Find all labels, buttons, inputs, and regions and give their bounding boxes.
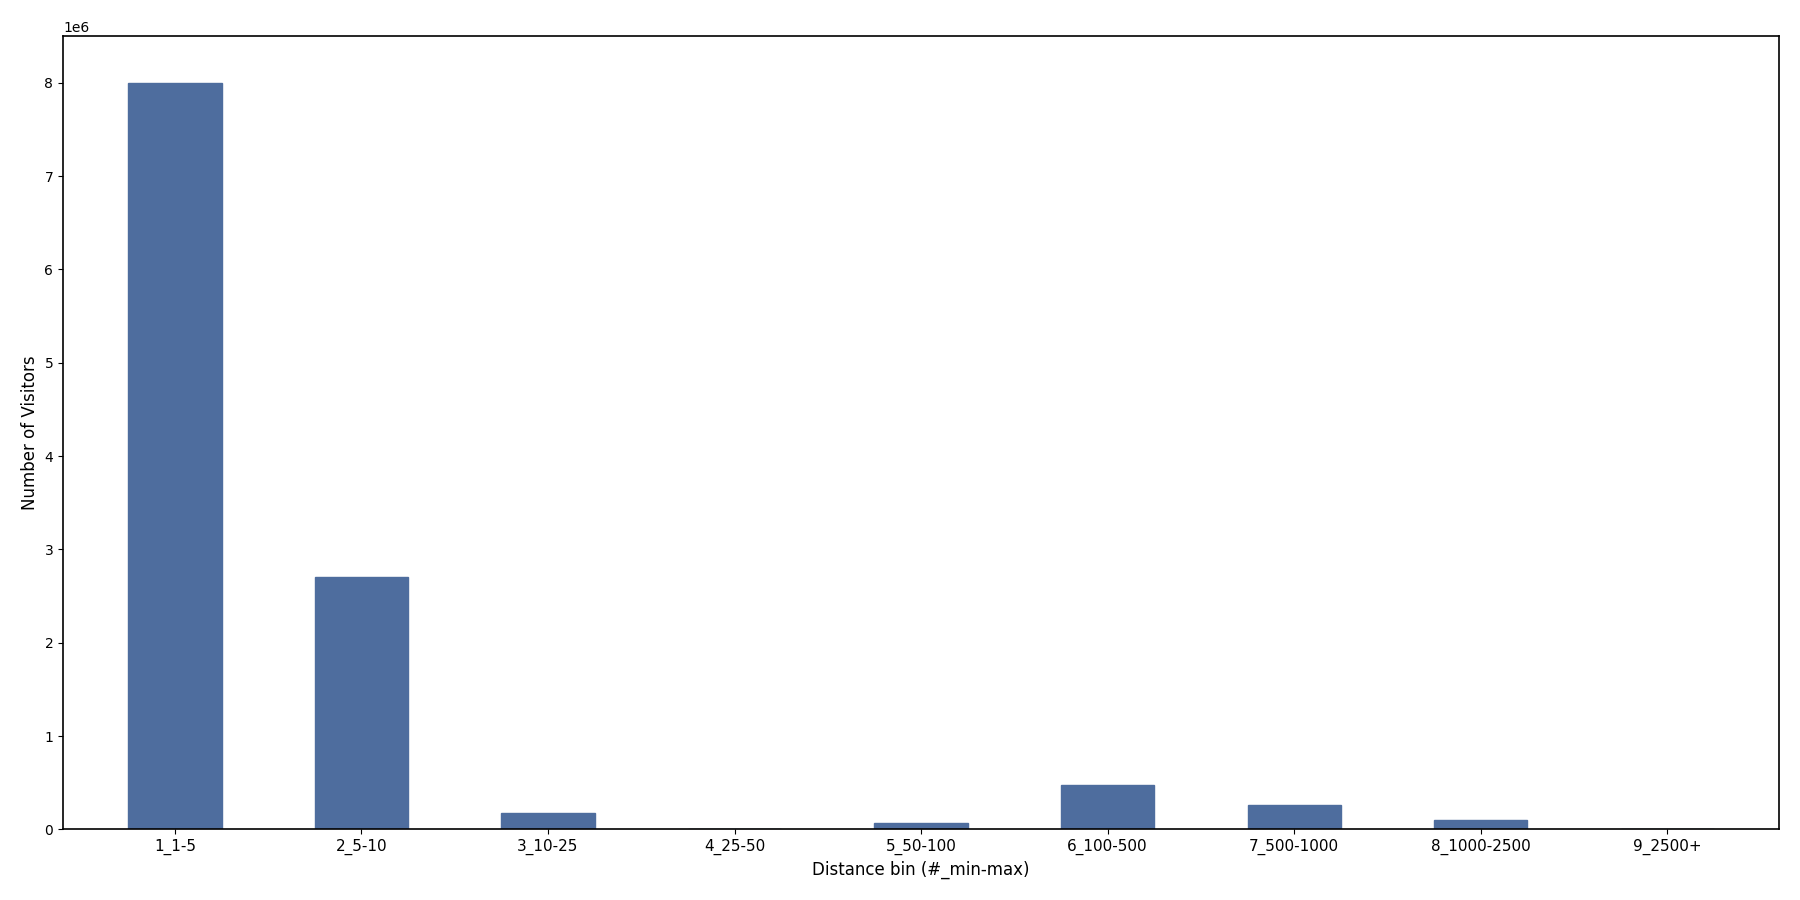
Y-axis label: Number of Visitors: Number of Visitors [22,356,40,510]
Bar [1060,785,1154,830]
Bar [315,578,409,830]
Bar [1247,806,1341,830]
Bar [875,824,968,830]
X-axis label: Distance bin (#_min-max): Distance bin (#_min-max) [812,861,1030,879]
Bar [502,813,594,830]
Bar [128,83,221,830]
Bar [1435,820,1528,830]
